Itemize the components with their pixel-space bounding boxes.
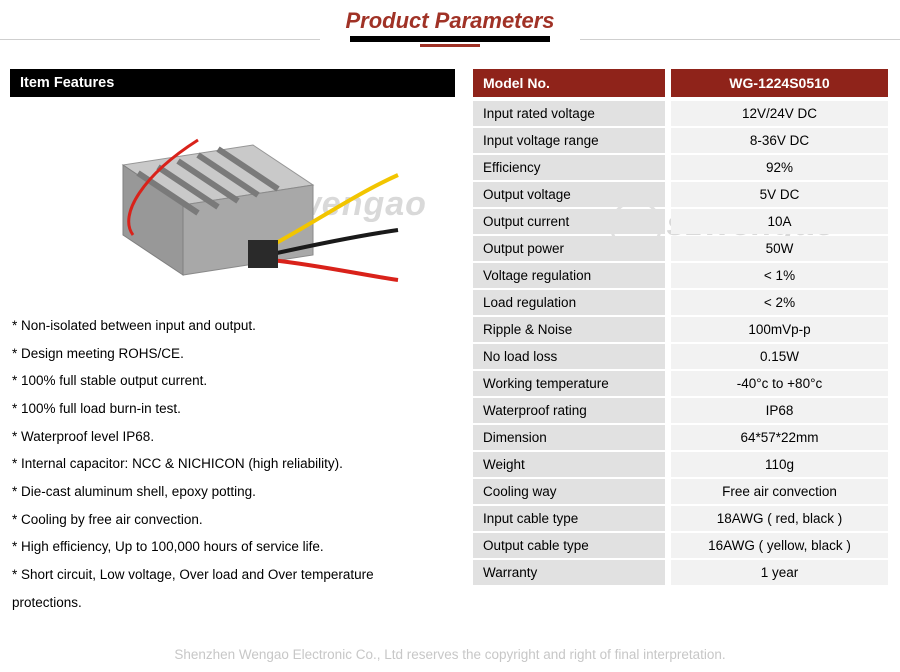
feature-item: * High efficiency, Up to 100,000 hours o… xyxy=(12,533,455,561)
spec-label: Dimension xyxy=(473,425,665,450)
features-column: Item Features * Non xyxy=(10,69,455,616)
spec-row: No load loss0.15W xyxy=(473,344,888,369)
product-image xyxy=(63,105,403,300)
spec-label: No load loss xyxy=(473,344,665,369)
title-underline xyxy=(0,36,900,47)
spec-value: 1 year xyxy=(671,560,888,585)
footer-text: Shenzhen Wengao Electronic Co., Ltd rese… xyxy=(0,647,900,662)
spec-label: Input cable type xyxy=(473,506,665,531)
content-row: Item Features * Non xyxy=(0,47,900,616)
spec-label: Efficiency xyxy=(473,155,665,180)
spec-value: 0.15W xyxy=(671,344,888,369)
spec-value: < 1% xyxy=(671,263,888,288)
spec-label: Output power xyxy=(473,236,665,261)
spec-label: Voltage regulation xyxy=(473,263,665,288)
spec-row: Voltage regulation< 1% xyxy=(473,263,888,288)
feature-item: protections. xyxy=(12,589,455,617)
feature-item: * Design meeting ROHS/CE. xyxy=(12,340,455,368)
page-title: Product Parameters xyxy=(345,8,554,34)
feature-item: * Waterproof level IP68. xyxy=(12,423,455,451)
spec-value: 18AWG ( red, black ) xyxy=(671,506,888,531)
specs-header-row: Model No. WG-1224S0510 xyxy=(473,69,888,97)
features-header: Item Features xyxy=(10,69,455,97)
spec-value: 50W xyxy=(671,236,888,261)
spec-label: Input rated voltage xyxy=(473,101,665,126)
spec-value: < 2% xyxy=(671,290,888,315)
spec-value: -40°c to +80°c xyxy=(671,371,888,396)
specs-table-body: Input rated voltage12V/24V DCInput volta… xyxy=(473,101,888,585)
specs-header-value: WG-1224S0510 xyxy=(671,69,888,97)
spec-label: Cooling way xyxy=(473,479,665,504)
spec-value: 64*57*22mm xyxy=(671,425,888,450)
spec-row: Input voltage range8-36V DC xyxy=(473,128,888,153)
spec-row: Output cable type16AWG ( yellow, black ) xyxy=(473,533,888,558)
spec-value: 12V/24V DC xyxy=(671,101,888,126)
spec-value: IP68 xyxy=(671,398,888,423)
spec-row: Input cable type18AWG ( red, black ) xyxy=(473,506,888,531)
page-title-block: Product Parameters xyxy=(0,0,900,47)
specs-header-label: Model No. xyxy=(473,69,665,97)
spec-value: 110g xyxy=(671,452,888,477)
feature-item: * Non-isolated between input and output. xyxy=(12,312,455,340)
feature-item: * Die-cast aluminum shell, epoxy potting… xyxy=(12,478,455,506)
feature-item: * Short circuit, Low voltage, Over load … xyxy=(12,561,455,589)
spec-label: Ripple & Noise xyxy=(473,317,665,342)
spec-value: 10A xyxy=(671,209,888,234)
spec-row: Input rated voltage12V/24V DC xyxy=(473,101,888,126)
feature-item: * Internal capacitor: NCC & NICHICON (hi… xyxy=(12,450,455,478)
spec-value: 92% xyxy=(671,155,888,180)
spec-value: 5V DC xyxy=(671,182,888,207)
spec-label: Input voltage range xyxy=(473,128,665,153)
spec-row: Working temperature-40°c to +80°c xyxy=(473,371,888,396)
spec-value: Free air convection xyxy=(671,479,888,504)
spec-row: Output power50W xyxy=(473,236,888,261)
spec-row: Waterproof ratingIP68 xyxy=(473,398,888,423)
spec-value: 16AWG ( yellow, black ) xyxy=(671,533,888,558)
spec-label: Output cable type xyxy=(473,533,665,558)
spec-label: Working temperature xyxy=(473,371,665,396)
spec-label: Waterproof rating xyxy=(473,398,665,423)
spec-row: Dimension64*57*22mm xyxy=(473,425,888,450)
spec-value: 8-36V DC xyxy=(671,128,888,153)
spec-label: Output voltage xyxy=(473,182,665,207)
spec-row: Ripple & Noise100mVp-p xyxy=(473,317,888,342)
spec-row: Load regulation< 2% xyxy=(473,290,888,315)
specs-column: Model No. WG-1224S0510 Input rated volta… xyxy=(473,69,888,616)
spec-value: 100mVp-p xyxy=(671,317,888,342)
spec-label: Weight xyxy=(473,452,665,477)
feature-item: * Cooling by free air convection. xyxy=(12,506,455,534)
spec-row: Warranty1 year xyxy=(473,560,888,585)
spec-label: Warranty xyxy=(473,560,665,585)
spec-row: Efficiency92% xyxy=(473,155,888,180)
spec-row: Output current10A xyxy=(473,209,888,234)
feature-item: * 100% full stable output current. xyxy=(12,367,455,395)
spec-label: Load regulation xyxy=(473,290,665,315)
spec-row: Output voltage5V DC xyxy=(473,182,888,207)
feature-item: * 100% full load burn-in test. xyxy=(12,395,455,423)
spec-label: Output current xyxy=(473,209,665,234)
spec-row: Cooling wayFree air convection xyxy=(473,479,888,504)
feature-list: * Non-isolated between input and output.… xyxy=(10,312,455,616)
spec-row: Weight110g xyxy=(473,452,888,477)
